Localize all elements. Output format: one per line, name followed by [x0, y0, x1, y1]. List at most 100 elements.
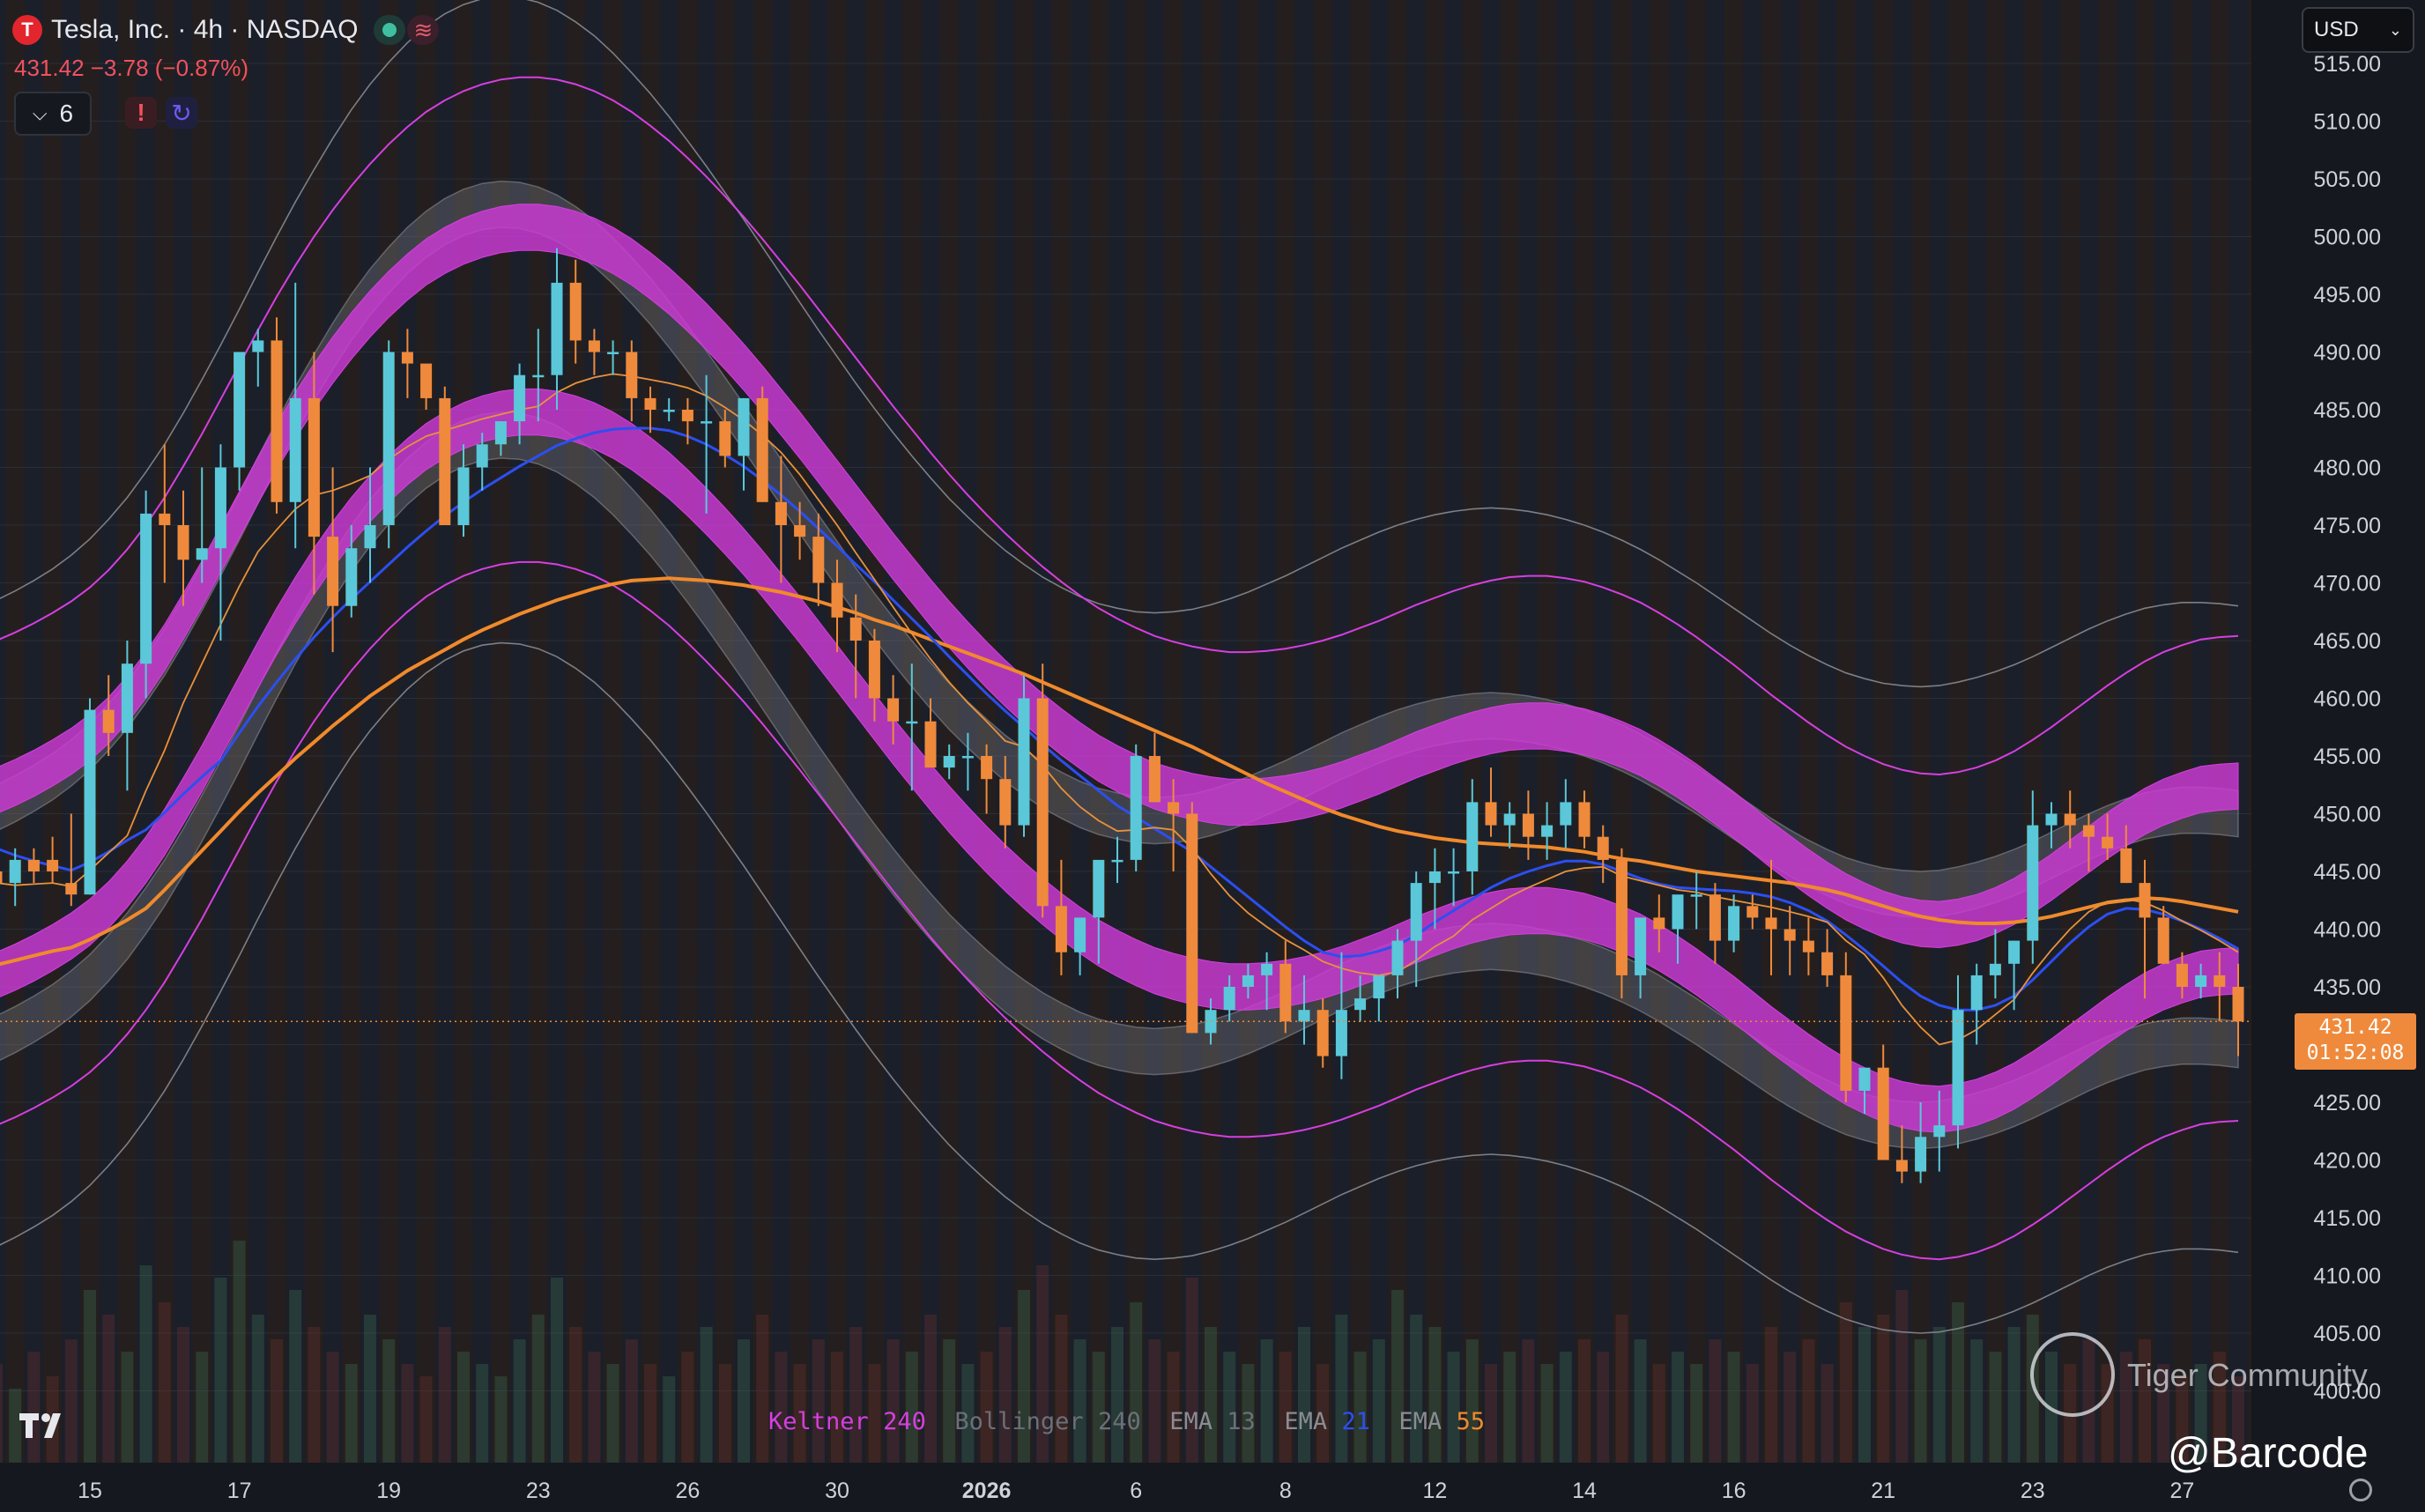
session-stripe [716, 0, 735, 1463]
candle-body [65, 883, 78, 895]
time-tick-label: 16 [1722, 1479, 1746, 1503]
candle-body [102, 709, 115, 733]
time-tick-label: 26 [675, 1479, 700, 1503]
alert-icon[interactable]: ! [125, 97, 157, 129]
legend-keltner[interactable]: Keltner 240 [768, 1408, 926, 1435]
volume-bar [2232, 1376, 2244, 1463]
session-stripe [1743, 0, 1762, 1463]
candle-body [2045, 813, 2058, 826]
session-stripe [2079, 0, 2099, 1463]
volume-bar [513, 1339, 526, 1463]
volume-bar [1279, 1352, 1292, 1463]
candle [1784, 906, 1796, 975]
legend-name: EMA [1284, 1408, 1328, 1435]
candle [2082, 813, 2095, 871]
price-tick-label: 500.00 [2314, 226, 2381, 250]
candle-body [1298, 1010, 1310, 1022]
refresh-icon[interactable]: ↻ [166, 97, 197, 129]
candle-body [775, 501, 787, 525]
settings-gear-icon[interactable] [2349, 1479, 2372, 1501]
indicators-toggle-button[interactable]: ⌵ 6 [14, 92, 92, 136]
candle [1821, 929, 1834, 987]
candle [924, 698, 937, 768]
candle-body [551, 282, 563, 375]
candle-body [1784, 929, 1796, 941]
price-tick-label: 510.00 [2314, 110, 2381, 135]
candle [887, 675, 900, 745]
candle-body [1130, 756, 1142, 860]
candle [1746, 894, 1759, 930]
volume-bar [961, 1364, 975, 1463]
legend-ema13[interactable]: EMA 13 [1169, 1408, 1256, 1435]
session-stripe [342, 0, 361, 1463]
volume-bar [271, 1339, 283, 1463]
candle [1522, 790, 1534, 860]
indicator-count: 6 [59, 100, 74, 127]
candle-body [756, 397, 768, 502]
volume-bar [2139, 1339, 2151, 1463]
volume-bars [0, 1241, 2244, 1463]
session-stripe [846, 0, 866, 1463]
time-tick-label: 14 [1572, 1479, 1597, 1503]
volume-bar [401, 1364, 414, 1463]
volume-bar [700, 1327, 713, 1463]
candle-body [382, 352, 395, 525]
candle-body [1036, 698, 1049, 907]
candle-body [1858, 1067, 1871, 1091]
volume-bar [382, 1339, 396, 1463]
candle [1018, 675, 1030, 837]
volume-bar [1970, 1339, 1984, 1463]
legend-name: Bollinger [954, 1408, 1084, 1435]
volume-bar [1952, 1302, 1964, 1463]
price-tick-label: 440.00 [2314, 918, 2381, 943]
candle-body [1952, 1010, 1964, 1126]
session-stripe [2023, 0, 2043, 1463]
volume-bar [1428, 1327, 1442, 1463]
indicator-legend: Keltner 240 Bollinger 240 EMA 13 EMA 21 … [768, 1408, 1485, 1435]
candle-body [681, 410, 693, 422]
symbol-header[interactable]: T Tesla, Inc. · 4h · NASDAQ ≋ [12, 11, 440, 49]
session-stripe [584, 0, 604, 1463]
candle [812, 513, 825, 606]
candle [588, 329, 600, 375]
currency-select[interactable]: USD ⌄ [2302, 7, 2414, 53]
legend-ema55[interactable]: EMA 55 [1398, 1408, 1485, 1435]
tradingview-logo-icon[interactable] [18, 1410, 74, 1440]
candle-body [1223, 987, 1235, 1011]
volume-bar [606, 1364, 619, 1463]
candle [1615, 848, 1628, 999]
time-tick-label: 8 [1279, 1479, 1292, 1503]
candle-body [47, 859, 59, 871]
candle [1428, 848, 1441, 930]
session-stripe [678, 0, 698, 1463]
candle-body [1690, 894, 1702, 897]
volume-bar [1634, 1339, 1647, 1463]
volume-bar [1615, 1315, 1628, 1463]
volume-bar [1148, 1339, 1161, 1463]
candle-body [1597, 836, 1609, 860]
candle-body [2214, 975, 2226, 987]
session-stripe [2154, 0, 2174, 1463]
price-tick-label: 405.00 [2314, 1322, 2381, 1346]
legend-name: EMA [1169, 1408, 1213, 1435]
candle [1223, 975, 1235, 1022]
candle [906, 663, 918, 791]
volume-bar [1260, 1339, 1273, 1463]
price-tick-label: 410.00 [2314, 1264, 2381, 1289]
bar-countdown: 01:52:08 [2306, 1041, 2405, 1064]
session-stripe [939, 0, 960, 1463]
volume-bar [1540, 1364, 1554, 1463]
legend-param: 240 [1097, 1408, 1141, 1435]
session-stripe [2172, 0, 2192, 1463]
volume-bar [1802, 1339, 1815, 1463]
legend-bollinger[interactable]: Bollinger 240 [954, 1408, 1140, 1435]
legend-ema21[interactable]: EMA 21 [1284, 1408, 1370, 1435]
candle-body [1895, 1160, 1908, 1172]
volume-bar [1111, 1327, 1124, 1463]
session-stripe [1388, 0, 1408, 1463]
candle [1503, 802, 1516, 849]
candle-body [1635, 917, 1647, 975]
candle-body [1148, 756, 1161, 803]
candle-body [981, 756, 993, 780]
